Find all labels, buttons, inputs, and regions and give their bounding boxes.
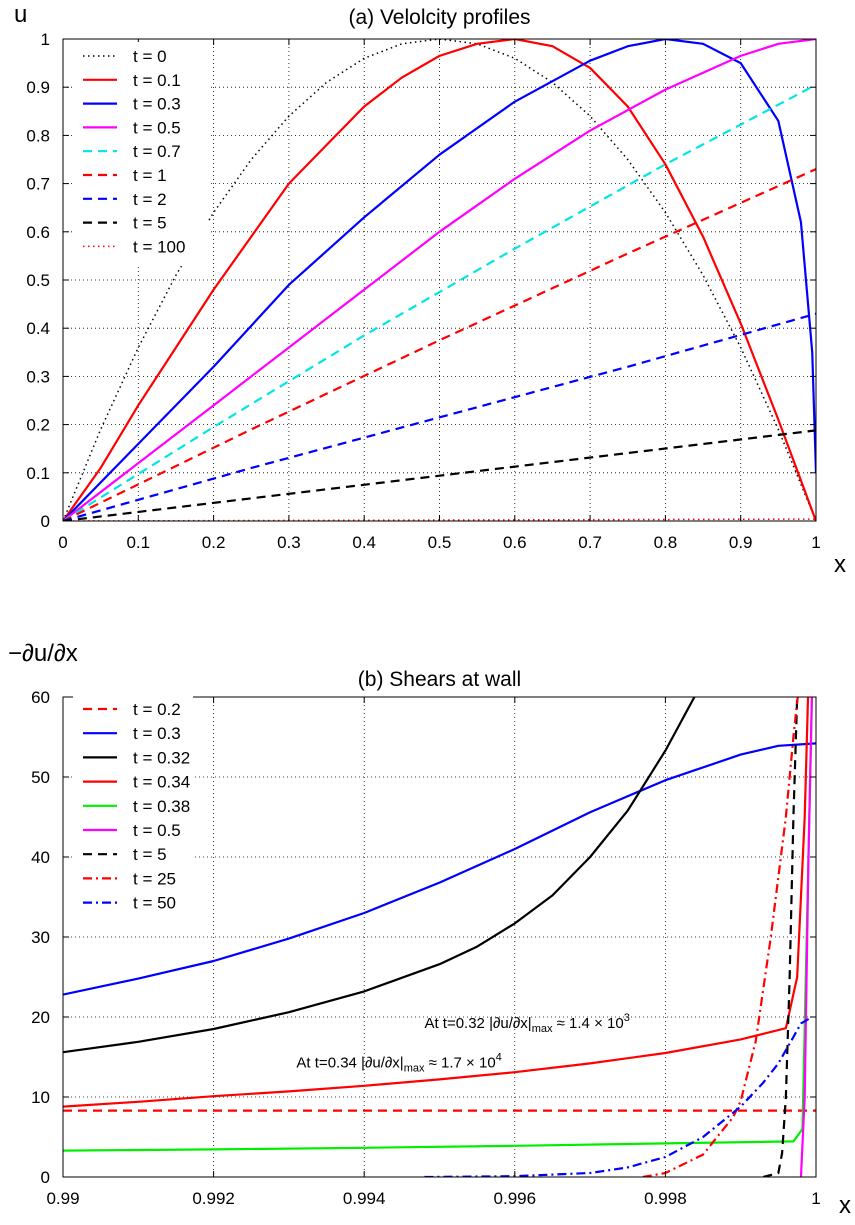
x-tick-label: 0.7 <box>578 533 602 552</box>
y-tick-label: 50 <box>31 768 50 787</box>
series-line-t1 <box>63 168 816 521</box>
legend-label: t = 0.5 <box>133 118 181 137</box>
y-tick-label: 0.2 <box>26 416 50 435</box>
x-tick-label: 0.99 <box>46 1189 79 1208</box>
legend-label: t = 0.38 <box>133 797 190 816</box>
series-line-t50 <box>424 1016 813 1177</box>
legend-label: t = 0.2 <box>133 700 181 719</box>
x-tick-label: 0.998 <box>644 1189 687 1208</box>
legend-label: t = 5 <box>133 214 167 233</box>
chart-2: 0.99 0.992 0.994 0.996 0.998 10102030405060(b… <box>8 640 851 1219</box>
series-line-t25 <box>642 697 799 1177</box>
series-group <box>63 697 816 1177</box>
y-tick-label: 30 <box>31 928 50 947</box>
x-tick-label: 0.8 <box>654 533 678 552</box>
series-line-t2 <box>63 312 816 521</box>
legend-label: t = 2 <box>133 190 167 209</box>
legend-label: t = 1 <box>133 166 167 185</box>
legend-label: t = 0.7 <box>133 142 181 161</box>
legend-label: t = 0.32 <box>133 748 190 767</box>
x-tick-label: 0.2 <box>202 533 226 552</box>
x-tick-label: 0.992 <box>192 1189 235 1208</box>
x-tick-label: 1 <box>811 533 820 552</box>
x-tick-label: 0.1 <box>126 533 150 552</box>
x-tick-label: 0.9 <box>729 533 753 552</box>
y-tick-label: 1 <box>41 30 50 49</box>
legend-label: t = 0.1 <box>133 71 181 90</box>
y-tick-label: 0.5 <box>26 271 50 290</box>
y-tick-label: 10 <box>31 1088 50 1107</box>
legend: t = 0 t = 0.1 t = 0.3 t = 0.5 t = 0.7 t = 1 t … <box>73 42 208 267</box>
y-tick-label: 0.4 <box>26 319 50 338</box>
y-tick-label: 0 <box>41 1168 50 1187</box>
y-tick-label: 0.9 <box>26 78 50 97</box>
y-tick-label: 20 <box>31 1008 50 1027</box>
series-line-t0-5 <box>799 697 813 1177</box>
x-tick-label: 1 <box>811 1189 820 1208</box>
x-tick-label: 0.994 <box>343 1189 386 1208</box>
legend-label: t = 0.34 <box>133 773 190 792</box>
y-tick-label: 0.8 <box>26 126 50 145</box>
series-line-t0-34 <box>63 697 810 1108</box>
legend-label: t = 100 <box>133 237 185 256</box>
y-tick-label: 40 <box>31 848 50 867</box>
x-axis-label: x <box>834 551 846 578</box>
annotation: At t=0.34 |∂u/∂x|max ≈ 1.7 × 104 <box>296 1051 501 1074</box>
x-tick-label: 0.996 <box>494 1189 537 1208</box>
y-tick-label: 0.7 <box>26 175 50 194</box>
chart-title: (b) Shears at wall <box>358 668 521 691</box>
legend-label: t = 0.3 <box>133 95 181 114</box>
x-axis-label: x <box>839 1192 851 1219</box>
y-tick-label: 0 <box>41 512 50 531</box>
legend-label: t = 25 <box>133 869 176 888</box>
series-line-t0-3 <box>63 742 816 996</box>
y-tick-label: 0.6 <box>26 223 50 242</box>
chart-title: (a) Velolcity profiles <box>348 6 530 29</box>
y-tick-label: 0.1 <box>26 464 50 483</box>
y-axis-label: u <box>14 1 27 28</box>
x-tick-label: 0 <box>58 533 67 552</box>
y-tick-label: 0.3 <box>26 367 50 386</box>
series-line-t0-7 <box>63 83 816 521</box>
x-tick-label: 0.6 <box>503 533 527 552</box>
y-axis-label: −∂u/∂x <box>8 640 78 667</box>
legend-label: t = 0.3 <box>133 724 181 743</box>
series-line-t0-1 <box>63 39 816 521</box>
legend: t = 0.2 t = 0.3 t = 0.32 t = 0.34 t = 0.38 t … <box>73 695 193 923</box>
legend-label: t = 0 <box>133 47 167 66</box>
series-line-t0-32 <box>63 697 696 1054</box>
legend-label: t = 5 <box>133 845 167 864</box>
series-line-t0-3 <box>63 39 816 521</box>
series-line-t5 <box>63 429 816 521</box>
x-tick-label: 0.5 <box>428 533 452 552</box>
annotation: At t=0.32 |∂u/∂x|max ≈ 1.4 × 103 <box>424 1012 629 1035</box>
legend-label: t = 0.5 <box>133 821 181 840</box>
chart-1: 0 0.1 0.2 0.3 0.4 0.5 0.6 0.7 0.8 0.9 1 0 0.1 0.2 0.3 0… <box>14 1 846 578</box>
x-tick-label: 0.4 <box>352 533 376 552</box>
legend-label: t = 50 <box>133 894 176 913</box>
y-tick-label: 60 <box>31 688 50 707</box>
series-line-t0-5 <box>63 39 816 521</box>
x-tick-label: 0.3 <box>277 533 301 552</box>
